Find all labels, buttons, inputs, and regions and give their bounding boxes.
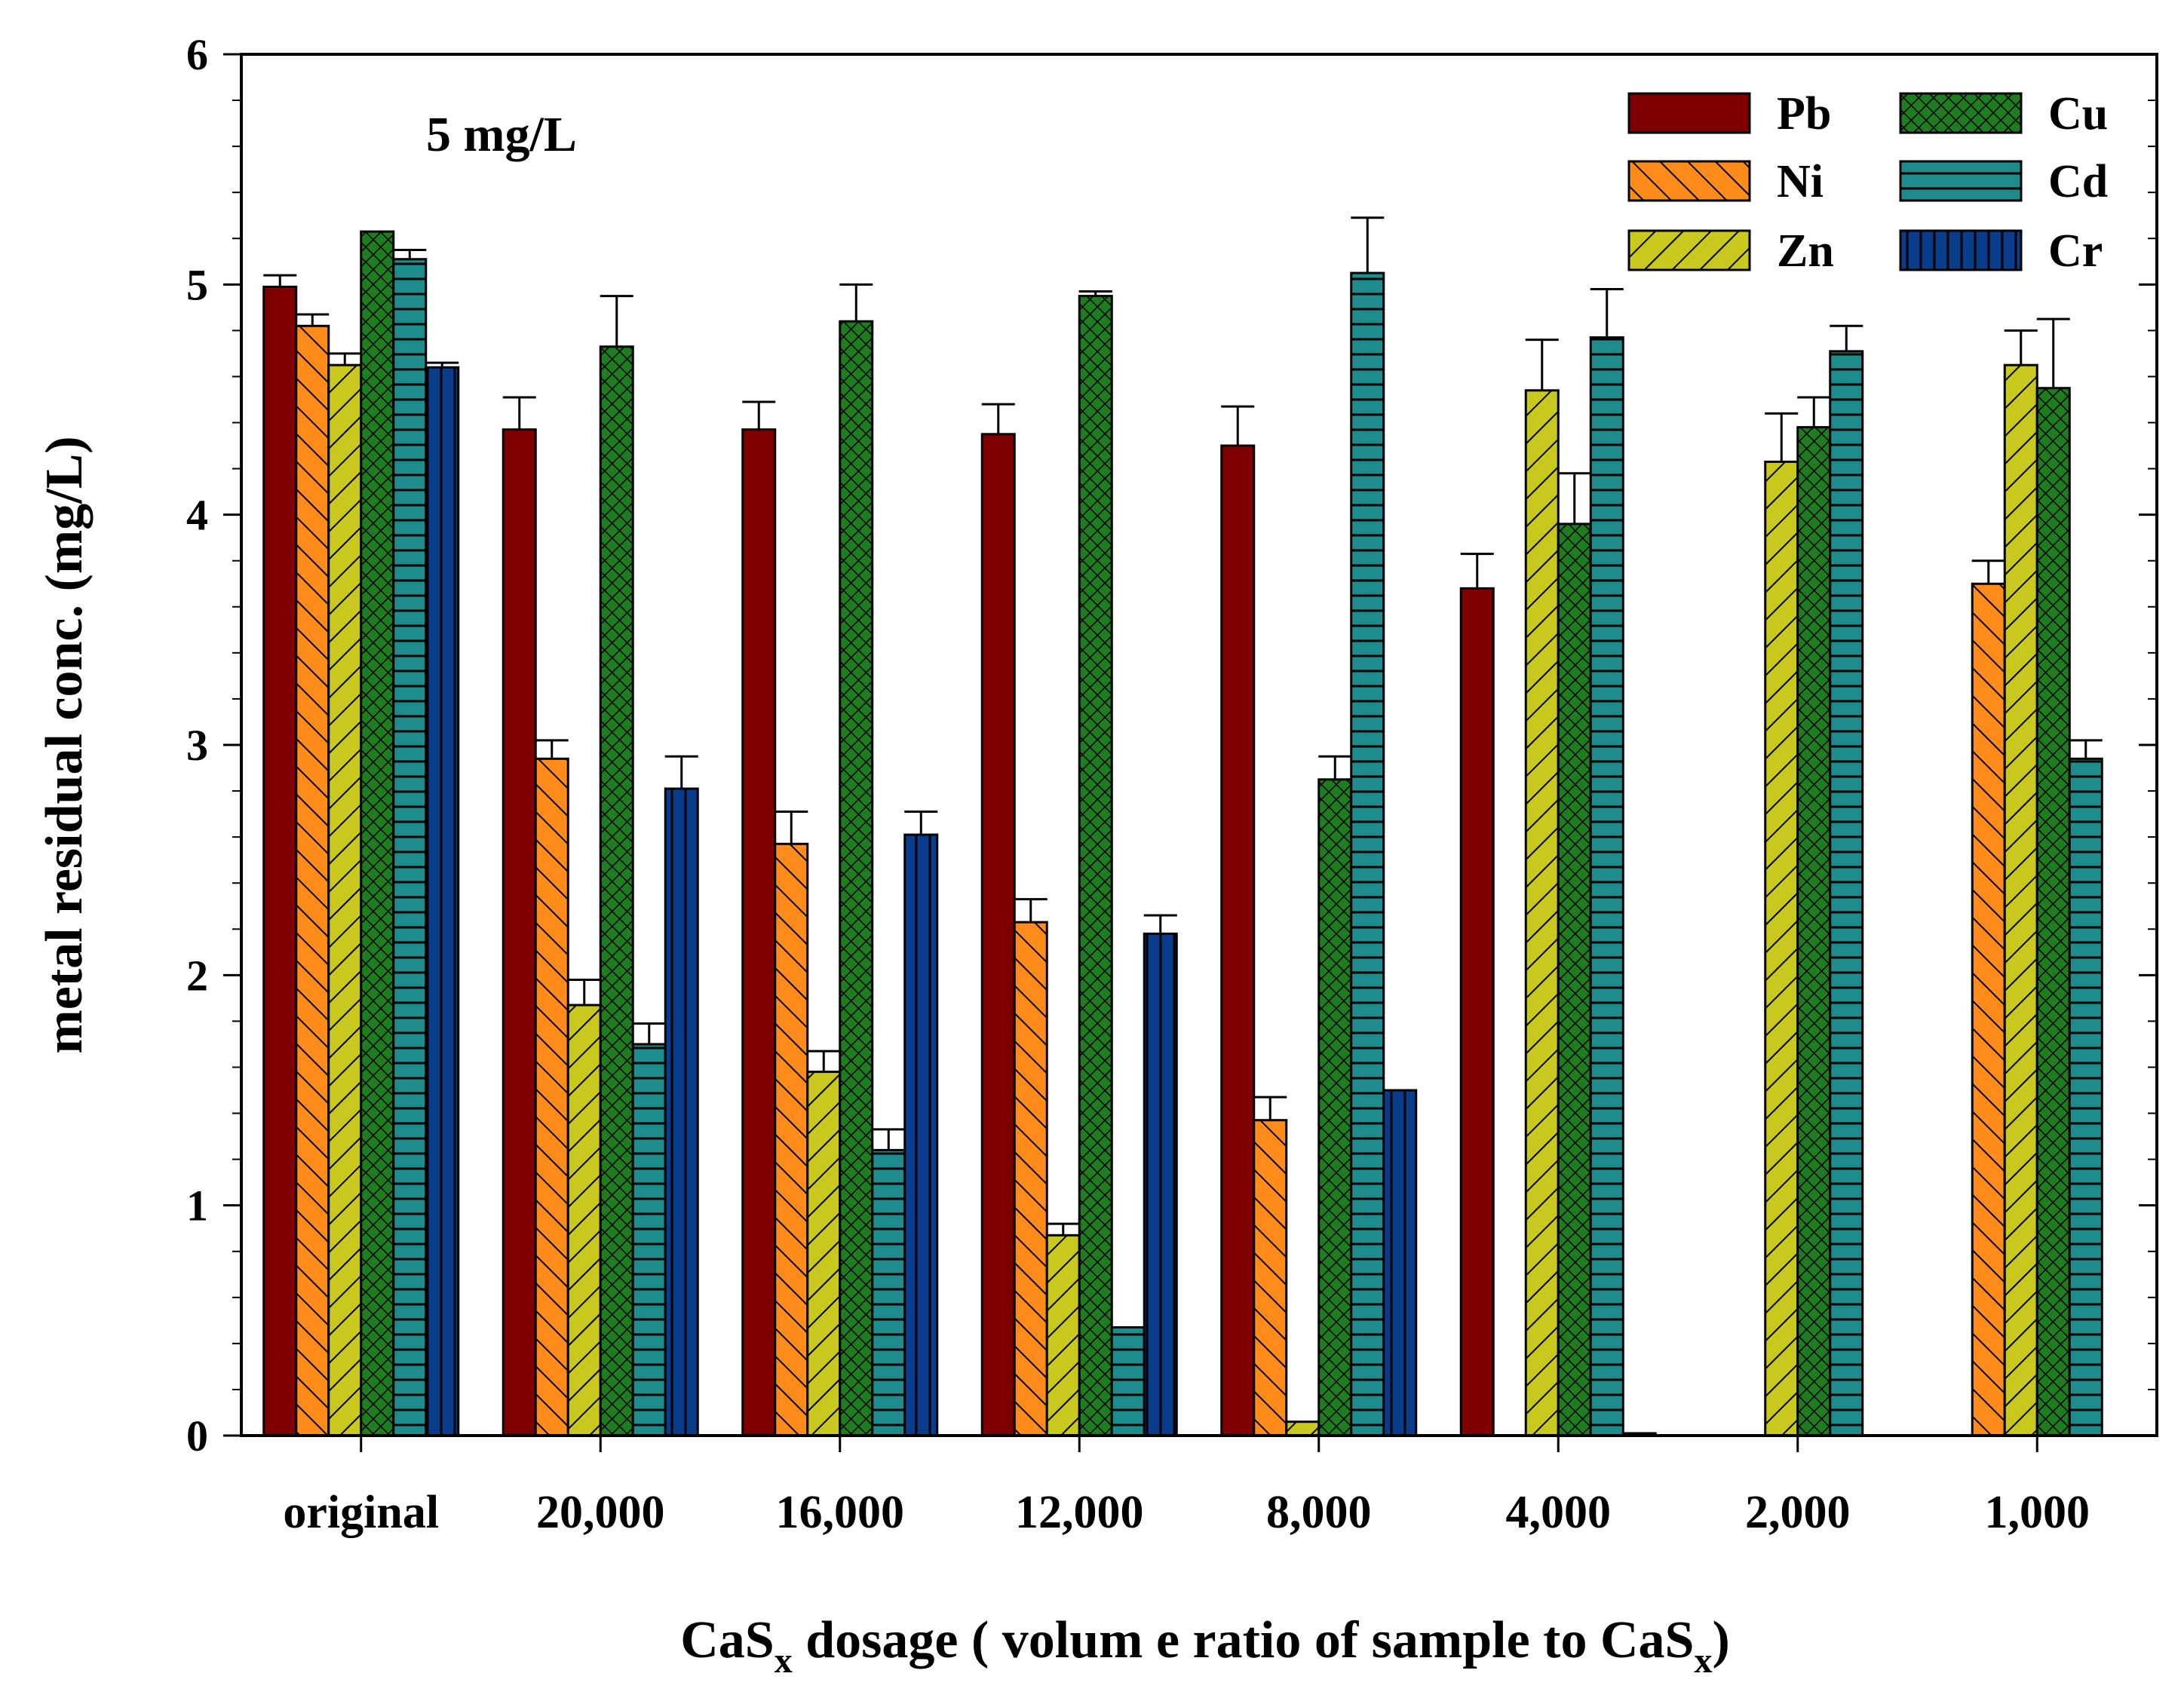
bar-zn-1 [566,1004,602,1437]
legend: Pb Ni Zn Cu Cd Cr [1627,88,2108,277]
bar-cd-3 [1110,1325,1146,1437]
bar-zn-7 [2003,363,2038,1437]
x-tick-label: 20,000 [536,1487,665,1538]
y-tick-label: 1 [186,1181,208,1230]
bar-ni-1 [534,757,569,1437]
legend-swatch-cd [1899,160,2023,202]
legend-swatch-zn [1627,229,1751,271]
legend-swatch-cr [1899,229,2023,271]
x-tick-label: 12,000 [1015,1487,1144,1538]
bar-cu-4 [1317,778,1353,1437]
bar-pb-4 [1220,444,1256,1437]
bar-cu-0 [360,230,395,1437]
bar-ni-2 [774,842,809,1437]
legend-label-pb: Pb [1777,88,1831,139]
bar-cr-3 [1143,932,1178,1437]
bar-cu-2 [839,320,874,1437]
x-tick-label: 1,000 [1985,1487,2090,1538]
legend-label-zn: Zn [1777,225,1834,277]
bar-pb-1 [502,428,537,1437]
x-tick-label: original [283,1487,439,1538]
bar-pb-2 [741,428,777,1437]
bar-cd-1 [631,1043,667,1437]
legend-label-ni: Ni [1777,156,1824,207]
bar-zn-4 [1285,1420,1321,1437]
legend-label-cr: Cr [2048,225,2103,277]
x-tick-label: 16,000 [776,1487,905,1538]
bar-zn-5 [1524,389,1560,1437]
bar-pb-5 [1459,587,1495,1437]
y-tick-label: 5 [186,260,208,309]
x-axis-title: CaSx dosage ( volum e ratio of sample to… [680,1611,1730,1681]
bar-cr-4 [1382,1089,1418,1437]
bar-cu-5 [1557,523,1592,1437]
bar-pb-0 [262,285,298,1437]
x-tick-label: 2,000 [1745,1487,1851,1538]
y-tick-label: 2 [186,951,208,1000]
y-tick-label: 0 [186,1411,208,1460]
bar-cu-3 [1078,295,1113,1437]
bar-cd-2 [871,1148,906,1437]
bar-zn-6 [1764,460,1799,1437]
y-tick-label: 6 [186,30,208,79]
legend-swatch-pb [1627,92,1751,134]
legend-swatch-ni [1627,160,1751,202]
legend-label-cd: Cd [2048,156,2108,207]
annotation-concentration: 5 mg/L [426,107,577,162]
bar-cd-5 [1589,336,1624,1437]
bar-cd-6 [1829,350,1864,1437]
bar-cd-7 [2068,757,2103,1437]
bar-cu-7 [2035,387,2071,1437]
x-tick-label: 8,000 [1266,1487,1372,1538]
bar-cu-6 [1796,426,1832,1437]
bar-zn-2 [806,1071,842,1437]
bar-ni-4 [1253,1119,1288,1437]
bar-ni-3 [1013,921,1048,1437]
bar-cr-1 [664,787,699,1437]
error-bars-layer [263,216,2103,1236]
bar-ni-7 [1971,582,2006,1437]
bar-zn-0 [327,363,363,1437]
bar-cd-4 [1350,271,1385,1437]
axes-layer: original 20,000 16,000 12,000 8,000 4,000 2,00… [186,30,2157,1538]
bars-layer [262,230,2103,1437]
bar-cu-1 [599,345,634,1437]
bar-ni-0 [295,324,330,1437]
x-tick-label: 4,000 [1506,1487,1612,1538]
bar-zn-3 [1045,1234,1081,1437]
bar-cr-0 [425,366,460,1437]
y-tick-label: 3 [186,721,208,770]
y-tick-label: 4 [186,491,208,540]
bar-cr-2 [903,833,939,1437]
legend-swatch-cu [1899,92,2023,134]
y-axis-title: metal residual conc. (mg/L) [35,436,94,1053]
bar-cd-0 [392,258,428,1437]
bar-pb-3 [980,433,1016,1437]
legend-label-cu: Cu [2048,88,2108,139]
